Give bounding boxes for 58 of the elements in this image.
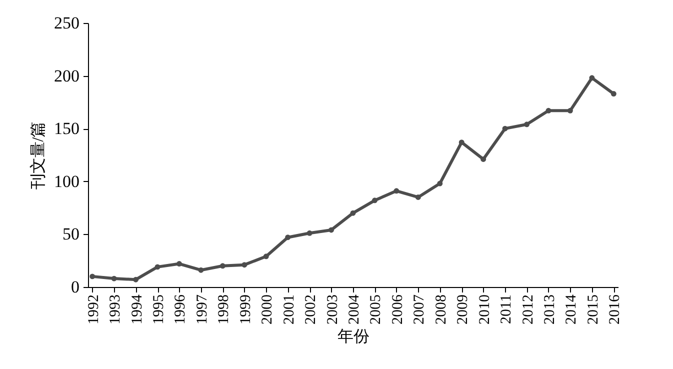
point [285, 234, 291, 240]
x-tick-label: 2002 [303, 294, 320, 324]
x-tick-label: 1996 [172, 294, 189, 324]
point [198, 267, 204, 273]
x-tick-label: 1999 [238, 294, 254, 324]
x-tick-label: 2000 [260, 294, 276, 324]
point [306, 230, 312, 236]
point [111, 276, 117, 282]
point [154, 264, 160, 270]
point [437, 180, 443, 186]
x-tick-label: 2005 [368, 294, 384, 324]
point [176, 261, 182, 266]
point [567, 108, 573, 114]
point [242, 262, 248, 268]
y-tick-label: 150 [54, 119, 80, 138]
x-tick-label: 2004 [346, 294, 362, 324]
point [524, 122, 530, 128]
x-tick-label: 2010 [476, 294, 493, 324]
x-tick-label: 2009 [455, 294, 472, 324]
x-tick-label: 2014 [564, 294, 580, 324]
x-tick-label: 1994 [129, 294, 146, 324]
point [415, 194, 421, 200]
x-tick-label: 2015 [585, 294, 602, 324]
x-tick-label: 2011 [498, 294, 515, 324]
x-tick-label: 2013 [542, 294, 558, 324]
y-tick-label: 200 [54, 66, 80, 86]
point [502, 126, 508, 132]
x-tick-label: 2001 [281, 294, 298, 324]
y-axis-title: 刊文量/篇 [29, 121, 47, 190]
y-tick-label: 100 [54, 172, 80, 191]
x-tick-label: 2016 [607, 294, 624, 324]
point [372, 198, 378, 204]
x-tick-label: 2006 [390, 294, 406, 324]
x-tick-label: 2007 [412, 294, 428, 324]
x-tick-label: 1995 [151, 294, 168, 324]
point [610, 91, 616, 96]
point [350, 210, 356, 216]
x-tick-label: 1993 [108, 294, 124, 324]
point [589, 75, 595, 81]
point [90, 274, 96, 280]
point [328, 227, 334, 233]
x-tick-label: 2008 [433, 294, 450, 324]
x-tick-label: 1997 [194, 294, 210, 324]
x-tick-label: 1998 [216, 294, 232, 324]
point [394, 188, 400, 194]
point [480, 156, 486, 162]
x-tick-label: 2012 [520, 294, 536, 324]
point [263, 254, 269, 260]
point [133, 276, 139, 282]
x-axis-title: 年份 [338, 328, 370, 346]
x-tick-label: 2003 [324, 294, 341, 324]
y-tick-label: 0 [71, 278, 80, 296]
point [220, 263, 226, 269]
y-tick-label: 250 [54, 14, 80, 32]
x-tick-label: 1992 [86, 294, 102, 324]
y-tick-label: 50 [62, 224, 80, 244]
point [458, 140, 464, 146]
point [546, 108, 552, 114]
